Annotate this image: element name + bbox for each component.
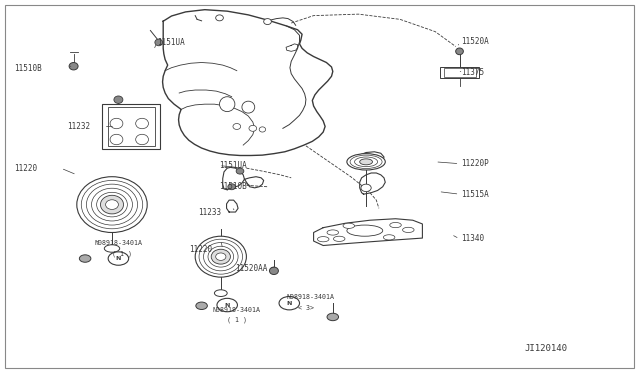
Ellipse shape: [217, 298, 237, 312]
Ellipse shape: [360, 159, 372, 165]
Text: 11220P: 11220P: [461, 159, 488, 168]
Ellipse shape: [199, 239, 243, 274]
Ellipse shape: [259, 127, 266, 132]
Ellipse shape: [204, 243, 238, 271]
Ellipse shape: [220, 97, 235, 112]
Ellipse shape: [347, 225, 383, 236]
Text: N: N: [287, 301, 292, 306]
Ellipse shape: [327, 313, 339, 321]
Text: 11510B: 11510B: [219, 182, 246, 191]
Text: N08918-3401A: N08918-3401A: [212, 307, 260, 312]
Ellipse shape: [317, 237, 329, 242]
Text: 11232: 11232: [67, 122, 90, 131]
Text: 11375: 11375: [461, 68, 484, 77]
Ellipse shape: [106, 200, 118, 209]
Ellipse shape: [216, 15, 223, 21]
Ellipse shape: [216, 253, 226, 260]
Text: 11510B: 11510B: [14, 64, 42, 73]
Ellipse shape: [104, 245, 120, 252]
Ellipse shape: [108, 252, 129, 265]
Ellipse shape: [390, 222, 401, 228]
Text: N: N: [116, 256, 121, 261]
Text: ( 1 ): ( 1 ): [112, 250, 132, 257]
Ellipse shape: [212, 250, 229, 263]
Ellipse shape: [92, 188, 132, 221]
Ellipse shape: [102, 196, 122, 213]
Ellipse shape: [136, 134, 148, 145]
Ellipse shape: [214, 290, 227, 296]
Ellipse shape: [136, 118, 148, 129]
Ellipse shape: [456, 48, 463, 55]
Text: 11515A: 11515A: [461, 190, 488, 199]
Ellipse shape: [383, 235, 395, 240]
Text: < 3>: < 3>: [298, 305, 314, 311]
Ellipse shape: [403, 227, 414, 232]
Ellipse shape: [110, 118, 123, 129]
Ellipse shape: [228, 184, 236, 190]
Ellipse shape: [269, 267, 278, 275]
Ellipse shape: [77, 177, 147, 232]
Ellipse shape: [211, 249, 230, 264]
Ellipse shape: [343, 223, 355, 228]
Ellipse shape: [100, 195, 124, 214]
Ellipse shape: [249, 125, 257, 131]
Text: 11520AA: 11520AA: [236, 264, 268, 273]
Ellipse shape: [195, 236, 246, 277]
Ellipse shape: [264, 19, 271, 25]
Ellipse shape: [333, 236, 345, 241]
Ellipse shape: [208, 246, 234, 267]
Text: 11340: 11340: [461, 234, 484, 243]
Ellipse shape: [196, 302, 207, 310]
Ellipse shape: [236, 168, 244, 174]
Bar: [108, 107, 155, 146]
Ellipse shape: [81, 180, 143, 229]
Text: N08918-3401A: N08918-3401A: [287, 294, 335, 300]
Ellipse shape: [69, 62, 78, 70]
Text: 11220: 11220: [189, 245, 212, 254]
Text: 11220: 11220: [14, 164, 37, 173]
Ellipse shape: [110, 134, 123, 145]
Ellipse shape: [79, 255, 91, 262]
Text: N08918-3401A: N08918-3401A: [95, 240, 143, 246]
Ellipse shape: [347, 154, 385, 170]
Ellipse shape: [355, 157, 378, 167]
Text: 11520A: 11520A: [461, 37, 488, 46]
Text: ( 1 ): ( 1 ): [227, 317, 247, 323]
Ellipse shape: [242, 101, 255, 113]
Bar: [444, 68, 476, 77]
Text: 1151UA: 1151UA: [219, 161, 246, 170]
Ellipse shape: [86, 184, 138, 225]
Ellipse shape: [327, 230, 339, 235]
Ellipse shape: [155, 39, 163, 46]
Ellipse shape: [279, 296, 300, 310]
Ellipse shape: [97, 192, 127, 217]
Text: N: N: [225, 302, 230, 308]
Ellipse shape: [233, 124, 241, 129]
Text: 1151UA: 1151UA: [157, 38, 184, 47]
Text: JI120140: JI120140: [525, 344, 568, 353]
Text: 11233: 11233: [198, 208, 221, 217]
Ellipse shape: [361, 184, 371, 192]
Ellipse shape: [114, 96, 123, 103]
Bar: [102, 104, 160, 149]
Ellipse shape: [350, 155, 382, 169]
Bar: [440, 67, 479, 78]
